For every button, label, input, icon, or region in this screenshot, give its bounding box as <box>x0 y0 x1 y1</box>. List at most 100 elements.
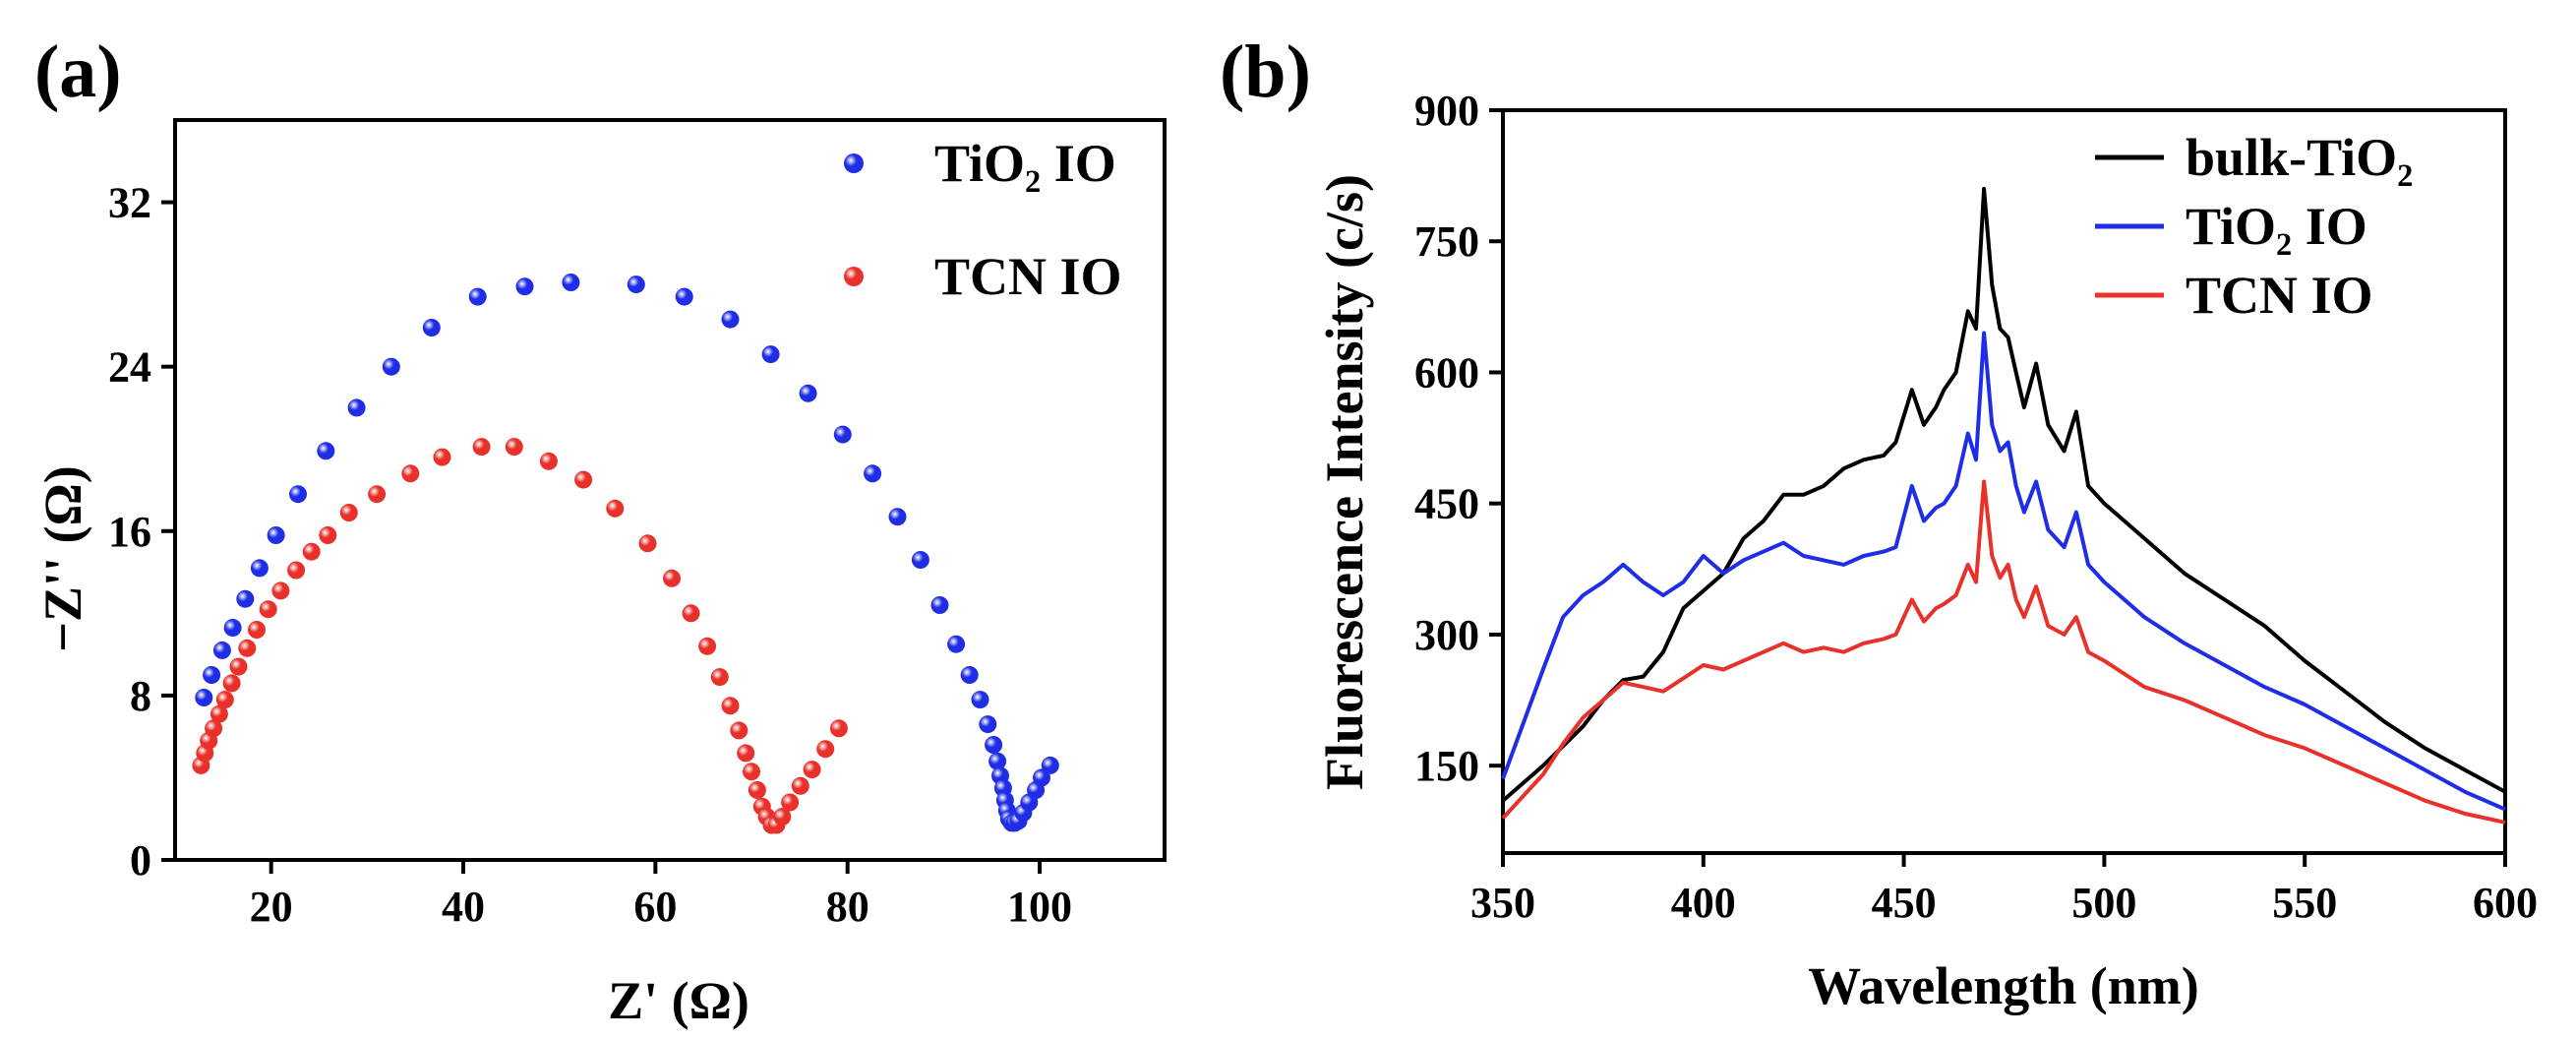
tcn-io-point <box>574 470 593 489</box>
tcn-io-point <box>339 504 358 521</box>
tio2-io-point <box>675 287 693 306</box>
a-x-tick-label: 20 <box>250 883 293 931</box>
b-y-tick-label: 900 <box>1414 87 1479 135</box>
panel-a-legend: TiO₂ IO TCN IO <box>844 134 1122 306</box>
tcn-io-point <box>638 534 657 553</box>
tio2-io-point <box>947 635 966 653</box>
panel-a-y-axis-title: −Z'' (Ω) <box>33 465 92 652</box>
panel-b-spectra <box>1501 186 2506 825</box>
tcn-io-point <box>472 438 491 457</box>
tcn-io-point <box>737 744 755 763</box>
tcn-io-point <box>606 499 625 518</box>
tio2-io-point <box>761 345 780 364</box>
tio2-io-point <box>799 384 817 402</box>
tio2-io-point <box>627 275 645 294</box>
tcn-io-point <box>401 464 420 483</box>
panel-b-y-axis-title: Fluorescence Intensity (c/s) <box>1315 174 1374 790</box>
tio2-io-point <box>721 310 740 329</box>
tcn-io-point <box>682 604 700 623</box>
panel-b-axes-frame <box>1501 108 2507 855</box>
tcn-io-point <box>248 621 266 639</box>
tio2-io-point <box>562 274 580 291</box>
a-y-tick-label: 8 <box>130 672 151 720</box>
b-y-tick-label: 150 <box>1414 742 1479 790</box>
b-legend-label: bulk-TiO₂ <box>2186 128 2413 187</box>
panel-b-x-axis-title: Wavelength (nm) <box>1808 956 2199 1015</box>
a-y-tick-label: 32 <box>108 179 151 227</box>
tcn-io-point <box>215 691 234 709</box>
tio2-io-point <box>195 689 213 706</box>
a-legend-marker <box>844 267 864 286</box>
tcn-io-point <box>222 674 241 693</box>
tcn-io-point <box>698 637 717 655</box>
a-x-tick-label: 100 <box>1007 883 1072 931</box>
a-x-tick-label: 80 <box>826 883 869 931</box>
tcn-io-point <box>710 668 729 687</box>
tcn-io-point <box>816 740 835 759</box>
tio2-io-point <box>930 596 949 614</box>
tcn-io-point <box>781 793 800 812</box>
a-y-tick-label: 24 <box>108 343 151 392</box>
b-legend-label: TCN IO <box>2186 266 2373 325</box>
tio2-io-point <box>203 666 221 684</box>
tio2-io-point <box>317 442 335 460</box>
b-y-tick-label: 750 <box>1414 217 1479 266</box>
tio2-io-point <box>971 691 989 709</box>
tcn-io-point <box>721 697 740 715</box>
tcn-io-point <box>748 781 766 799</box>
b-y-tick-label: 300 <box>1414 611 1479 659</box>
tio2-io-point <box>382 357 400 376</box>
tcn-io-point <box>302 542 321 561</box>
tcn-io-point <box>287 561 306 580</box>
tcn-io-point <box>829 719 848 738</box>
b-x-tick-label: 450 <box>1872 879 1937 927</box>
tcn-io-point <box>730 721 749 740</box>
tcn-io-point <box>238 639 257 657</box>
tio2-io-point <box>250 559 269 578</box>
panel-b-ticks: 350 400 450 500 550 600 150 300 450 600 750 900 <box>1414 87 2538 927</box>
tcn-io-point <box>539 452 558 470</box>
b-x-tick-label: 550 <box>2272 879 2337 927</box>
tcn-io-point <box>663 569 681 587</box>
tcn-io-point <box>229 657 248 676</box>
b-y-tick-label: 600 <box>1414 348 1479 397</box>
tcn-io-point <box>210 704 228 723</box>
tcn-io-point <box>433 448 451 466</box>
tcn-io-point <box>505 438 523 457</box>
panel-b-label: (b) <box>1220 31 1311 113</box>
tio2-io-point <box>911 551 929 569</box>
tcn-io-point <box>803 761 821 779</box>
tcn-io-point <box>368 485 387 504</box>
tio2-io-line <box>1501 331 2506 812</box>
tcn-io-point <box>205 719 223 738</box>
tio2-io-point <box>347 398 366 417</box>
bulk-tio2-line <box>1501 186 2506 803</box>
tio2-io-point <box>985 736 1003 754</box>
tio2-io-point <box>833 425 852 444</box>
tio2-io-point <box>468 287 487 306</box>
tio2-io-point <box>289 485 307 504</box>
tcn-io-point <box>319 526 337 544</box>
tcn-io-point <box>773 808 792 826</box>
b-x-tick-label: 500 <box>2071 879 2136 927</box>
a-legend-label: TCN IO <box>934 247 1122 306</box>
tcn-io-point <box>259 600 277 619</box>
panel-b-legend: bulk-TiO₂ TiO₂ IO TCN IO <box>2095 128 2413 325</box>
b-legend-label: TiO₂ IO <box>2186 197 2367 256</box>
tio2-io-point <box>960 666 979 684</box>
tio2-io-point <box>267 526 285 544</box>
tio2-io-point <box>864 464 882 483</box>
b-y-tick-label: 450 <box>1414 480 1479 528</box>
panel-a-label: (a) <box>34 31 122 113</box>
panel-a-ticks: 20 40 60 80 100 0 8 16 24 32 <box>108 179 1072 931</box>
a-x-tick-label: 60 <box>633 883 677 931</box>
tcn-io-line <box>1501 479 2506 825</box>
a-legend-label: TiO₂ IO <box>934 134 1116 193</box>
tcn-io-point <box>791 776 809 795</box>
b-x-tick-label: 400 <box>1671 879 1736 927</box>
a-legend-marker <box>844 153 864 173</box>
panel-b-fluorescence-plot: (b) 350 400 450 500 550 600 150 300 450 600 750 900… <box>1220 31 2538 1015</box>
panel-a-x-axis-title: Z' (Ω) <box>608 971 749 1030</box>
